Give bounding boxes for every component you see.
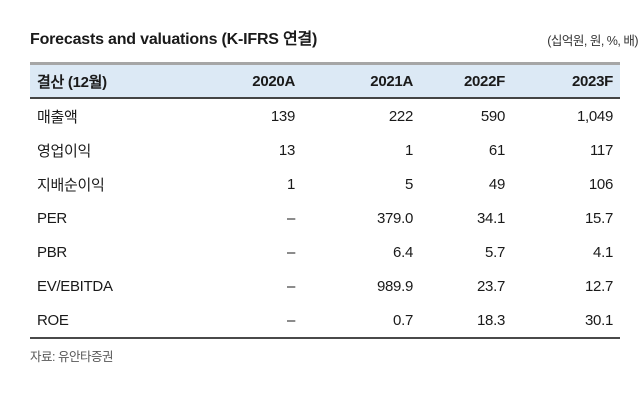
cell-value: 590 [480, 107, 505, 125]
cell-value: 4.1 [593, 243, 613, 261]
header-row: 결산 (12월) 2020A 2021A 2022F 2023F [30, 63, 620, 99]
row-label: PER [37, 209, 67, 227]
source-note: 자료: 유안타증권 [30, 350, 113, 364]
units-label: (십억원, 원, %, 배) [547, 34, 638, 48]
forecasts-valuations-table: 결산 (12월) 2020A 2021A 2022F 2023F 매출액 139… [30, 62, 620, 339]
title-bar: Forecasts and valuations (K-IFRS 연결) (십억… [30, 0, 638, 62]
row-label: 매출액 [37, 108, 78, 126]
table-row-revenue: 매출액 139 222 590 1,049 [30, 98, 620, 133]
page-title: Forecasts and valuations (K-IFRS 연결) [30, 31, 318, 48]
row-label: 지배순이익 [37, 176, 105, 194]
cell-value: 106 [588, 175, 613, 193]
table-row-net-profit: 지배순이익 1 5 49 106 [30, 167, 620, 201]
column-header-period: 결산 (12월) [30, 63, 190, 99]
row-label: ROE [37, 311, 69, 329]
column-header-2020a: 2020A [190, 63, 302, 99]
column-header-2021a: 2021A [302, 63, 420, 99]
cell-value: 139 [270, 107, 295, 125]
table-row-operating-profit: 영업이익 13 1 61 117 [30, 133, 620, 167]
cell-value: 117 [589, 141, 613, 159]
cell-value: 6.4 [393, 243, 413, 261]
cell-value: 5 [404, 175, 413, 193]
cell-value: 989.9 [376, 277, 413, 295]
row-label: 영업이익 [37, 142, 92, 160]
cell-value: 61 [488, 141, 505, 159]
cell-value: 1 [286, 175, 295, 193]
cell-value: – [286, 209, 295, 227]
cell-value: 18.3 [477, 311, 505, 329]
content-area: Forecasts and valuations (K-IFRS 연결) (십억… [30, 0, 638, 365]
cell-value: 379.0 [376, 209, 413, 227]
table-row-per: PER – 379.0 34.1 15.7 [30, 201, 620, 235]
cell-value: 0.7 [393, 311, 413, 329]
table-row-pbr: PBR – 6.4 5.7 4.1 [30, 235, 620, 269]
cell-value: 34.1 [477, 209, 505, 227]
cell-value: 1,049 [576, 107, 613, 125]
cell-value: 5.7 [485, 243, 505, 261]
cell-value: 13 [278, 141, 295, 159]
cell-value: – [286, 243, 295, 261]
table-row-ev-ebitda: EV/EBITDA – 989.9 23.7 12.7 [30, 269, 620, 303]
column-header-2022f: 2022F [420, 63, 512, 99]
cell-value: – [286, 311, 295, 329]
cell-value: 1 [404, 141, 413, 159]
column-header-2023f: 2023F [512, 63, 620, 99]
cell-value: – [286, 277, 295, 295]
row-label: EV/EBITDA [37, 277, 113, 295]
cell-value: 49 [488, 175, 505, 193]
cell-value: 12.7 [585, 277, 613, 295]
row-label: PBR [37, 243, 67, 261]
cell-value: 30.1 [585, 311, 613, 329]
cell-value: 15.7 [585, 209, 613, 227]
cell-value: 23.7 [477, 277, 505, 295]
table-row-roe: ROE – 0.7 18.3 30.1 [30, 303, 620, 338]
cell-value: 222 [388, 107, 413, 125]
